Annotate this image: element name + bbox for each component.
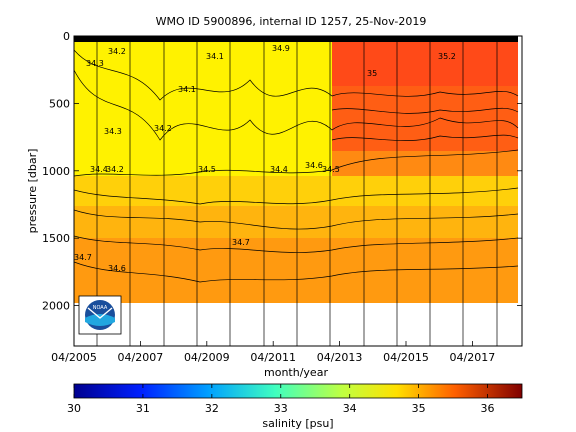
contour-label: 34.2 (154, 124, 172, 133)
x-tick-label: 04/2007 (118, 351, 164, 364)
contour-label: 35.2 (438, 52, 456, 61)
x-tick-label: 04/2005 (51, 351, 97, 364)
contour-line (74, 69, 519, 141)
contour-label: 34.3 (104, 127, 122, 136)
y-axis: 0 500 1000 1500 2000 (42, 30, 522, 313)
colorbar-tick-label: 32 (205, 402, 219, 415)
contour-label: 34.4 (270, 165, 288, 174)
colorbar-tick-label: 33 (274, 402, 288, 415)
x-tick-label: 04/2013 (317, 351, 363, 364)
layer-surface-top-late (332, 36, 518, 86)
x-tick-label: 04/2011 (250, 351, 296, 364)
contour-line (74, 149, 519, 177)
logo-text: NOAA (93, 305, 108, 311)
colorbar-label: salinity [psu] (262, 417, 333, 430)
contour-label: 34.5 (322, 165, 340, 174)
contour-label: 34.6 (305, 161, 323, 170)
surface-data-band (74, 36, 518, 42)
x-tick-label: 04/2009 (184, 351, 230, 364)
y-tick-label: 0 (63, 30, 70, 43)
y-tick-label: 1000 (42, 165, 70, 178)
logo-bird (87, 307, 113, 319)
colorbar-tick-label: 36 (481, 402, 495, 415)
x-axis: 04/2005 04/2007 04/2009 04/2011 04/2013 04/20… (51, 341, 495, 364)
contour-label: 34.7 (74, 253, 92, 262)
colorbar (73, 383, 523, 399)
contour-label: 34.9 (272, 44, 290, 53)
contour-label: 34.7 (232, 238, 250, 247)
x-tick-label: 04/2015 (383, 351, 429, 364)
contour-line (74, 235, 519, 253)
plot-frame (73, 35, 523, 347)
layer-transition-late (332, 151, 518, 176)
noaa-logo: NOAA (78, 295, 122, 335)
contour-line (74, 187, 519, 205)
logo-wave (85, 314, 115, 326)
y-tick-label: 1500 (42, 232, 70, 245)
contour-line (74, 209, 519, 230)
contour-line (331, 107, 519, 114)
colorbar-tick-label: 35 (412, 402, 426, 415)
salinity-heatmap: 34.2 34.3 34.2 34.1 34.4 34.2 34.5 34.6 … (74, 36, 522, 346)
x-tick-label: 04/2017 (450, 351, 496, 364)
chart-title: WMO ID 5900896, internal ID 1257, 25-Nov… (156, 15, 427, 28)
contour-label: 34.2 (108, 47, 126, 56)
contour-label: 34.6 (108, 264, 126, 273)
contour-label: 34.1 (206, 52, 224, 61)
contour-label: 35 (367, 69, 377, 78)
colorbar-tick-label: 30 (67, 402, 81, 415)
y-tick-label: 500 (49, 97, 70, 110)
contour-line (74, 49, 519, 101)
y-axis-label: pressure [dbar] (26, 149, 39, 234)
contour-label: 34.3 (86, 59, 104, 68)
contour-label: 34.2 (106, 165, 124, 174)
colorbar-ticks: 30 31 32 33 34 35 36 (67, 384, 495, 415)
contour-label: 34.5 (198, 165, 216, 174)
contour-label: 34.1 (178, 85, 196, 94)
x-axis-label: month/year (264, 366, 328, 379)
layer-surface-early (74, 36, 332, 176)
contour-line (74, 261, 519, 283)
profile-lines (96, 36, 498, 346)
contour-label: 34.4 (90, 165, 108, 174)
colorbar-tick-label: 31 (136, 402, 150, 415)
contour-label-group: 34.2 34.3 34.2 34.1 34.4 34.2 34.5 34.6 … (74, 44, 456, 273)
y-tick-label: 2000 (42, 300, 70, 313)
contour-line (331, 134, 519, 141)
colorbar-tick-label: 34 (343, 402, 357, 415)
